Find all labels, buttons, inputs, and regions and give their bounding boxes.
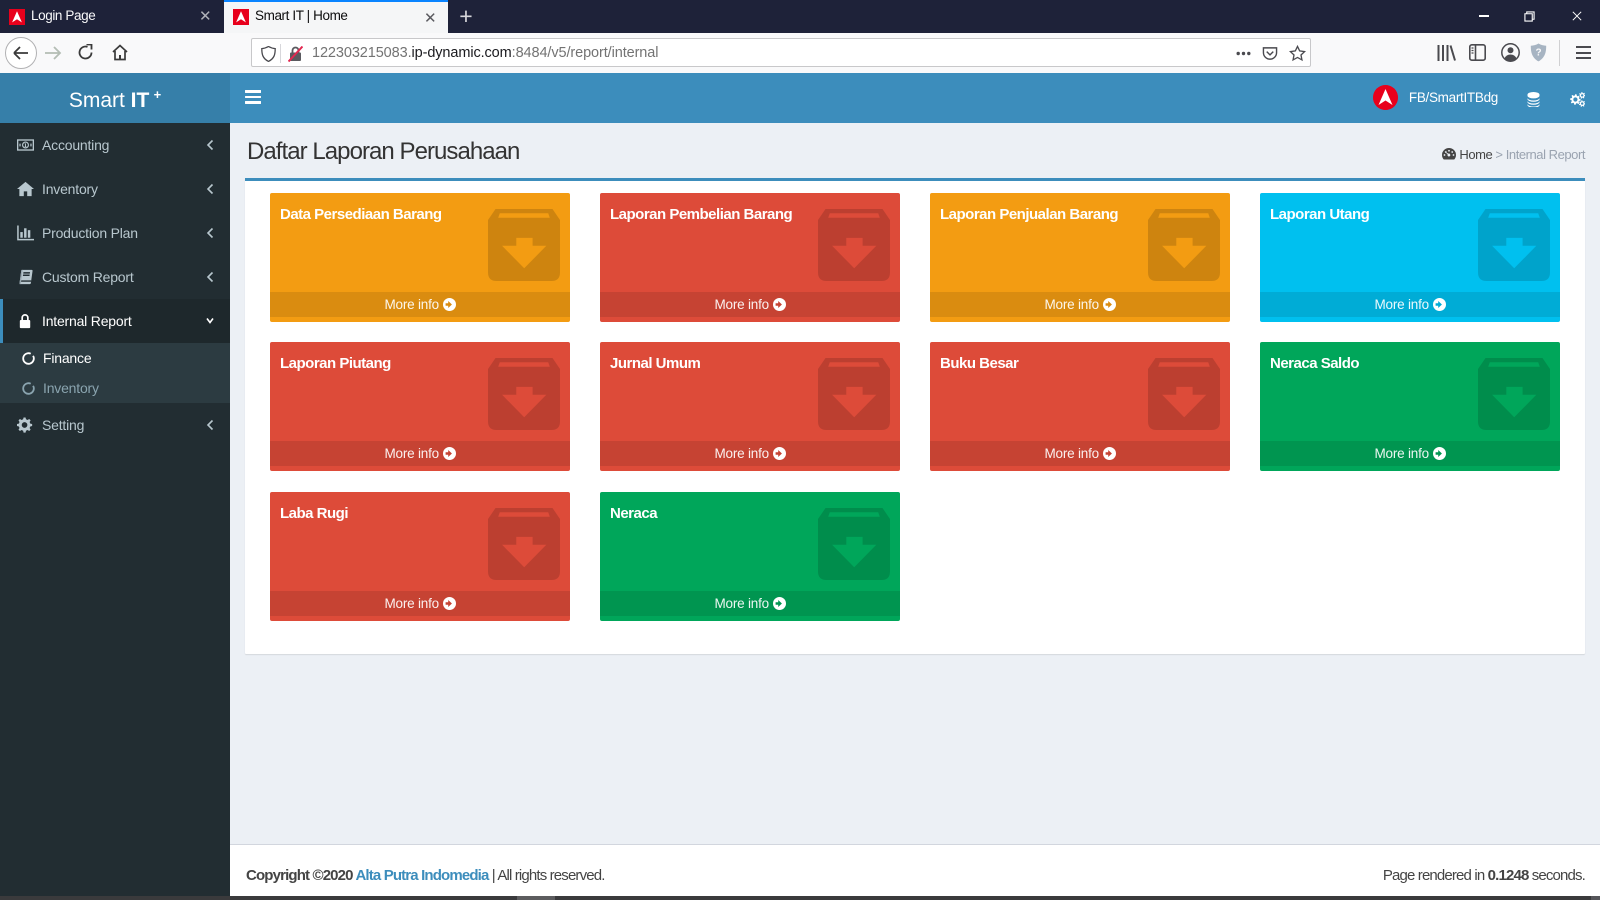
- svg-text:?: ?: [1535, 48, 1541, 59]
